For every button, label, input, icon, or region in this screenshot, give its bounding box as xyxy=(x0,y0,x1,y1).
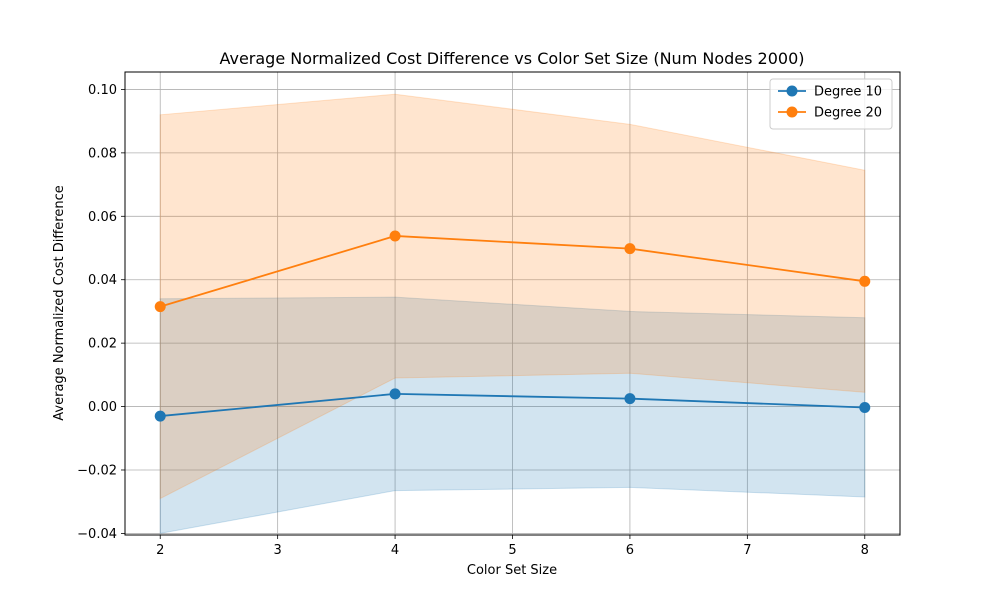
y-tick-label: 0.02 xyxy=(88,337,117,352)
x-tick-label: 2 xyxy=(156,543,164,558)
legend-label-degree-20: Degree 20 xyxy=(814,106,882,121)
marker-degree-20 xyxy=(859,275,871,287)
marker-degree-10 xyxy=(859,402,871,414)
series-lines xyxy=(159,235,865,417)
y-tick-label: −0.04 xyxy=(77,527,117,542)
chart-title: Average Normalized Cost Difference vs Co… xyxy=(219,49,804,68)
marker-degree-20 xyxy=(154,301,166,313)
x-tick-label: 3 xyxy=(274,543,282,558)
y-axis-ticks: −0.04 −0.02 0.00 0.02 0.04 0.06 0.08 0.10 xyxy=(77,83,125,542)
x-axis-label: Color Set Size xyxy=(467,563,557,578)
x-tick-label: 8 xyxy=(861,543,869,558)
marker-degree-10 xyxy=(154,410,166,422)
grid xyxy=(125,72,900,535)
x-tick-label: 6 xyxy=(626,543,634,558)
y-tick-label: 0.00 xyxy=(88,400,117,415)
marker-degree-10 xyxy=(624,393,636,405)
line-degree-10 xyxy=(160,392,865,417)
legend-marker-degree-10 xyxy=(786,85,798,97)
x-tick-label: 7 xyxy=(743,543,751,558)
series-markers xyxy=(154,230,871,422)
confidence-bands xyxy=(159,93,866,535)
line-degree-20 xyxy=(159,235,865,308)
legend-marker-degree-20 xyxy=(786,106,798,118)
marker-degree-10 xyxy=(389,388,401,400)
x-axis-ticks: 2 3 4 5 6 7 8 xyxy=(156,535,869,558)
y-tick-label: −0.02 xyxy=(77,463,117,478)
y-tick-label: 0.08 xyxy=(88,146,117,161)
x-tick-label: 5 xyxy=(508,543,516,558)
x-tick-label: 4 xyxy=(391,543,399,558)
y-tick-label: 0.10 xyxy=(88,83,117,98)
y-tick-label: 0.04 xyxy=(88,273,117,288)
legend: Degree 10 Degree 20 xyxy=(769,78,893,130)
band-degree-20 xyxy=(159,93,866,500)
y-axis-label: Average Normalized Cost Difference xyxy=(52,185,67,420)
legend-label-degree-10: Degree 10 xyxy=(814,85,882,100)
y-tick-label: 0.06 xyxy=(88,210,117,225)
band-degree-10 xyxy=(159,296,866,535)
marker-degree-20 xyxy=(389,230,401,242)
marker-degree-20 xyxy=(624,243,636,255)
